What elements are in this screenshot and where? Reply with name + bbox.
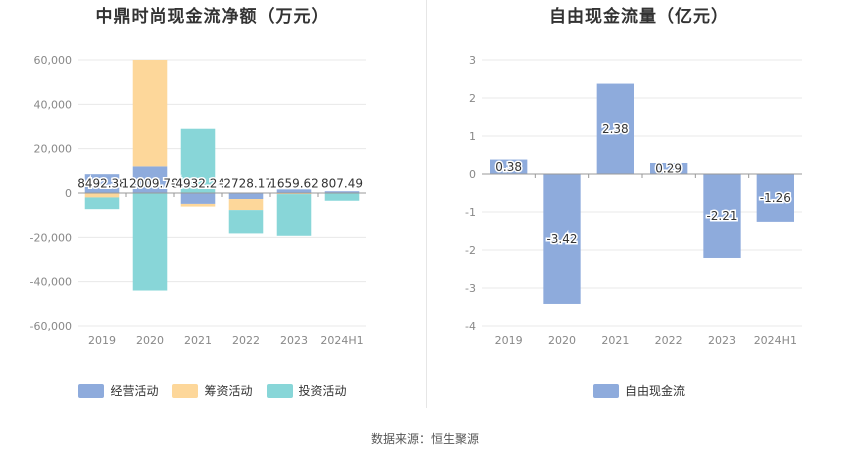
right-bar-2020-s0 bbox=[543, 174, 581, 304]
left-x-tick-label: 2024H1 bbox=[320, 334, 363, 347]
right-chart-panel: 自由现金流量（亿元） -4 -3 -2 -1 0 1 2 3 2019 2020 2021 2022 2… bbox=[428, 0, 850, 410]
left-bar-2024H1-s2 bbox=[324, 193, 360, 201]
right-chart-legend: 自由现金流 bbox=[428, 382, 850, 399]
right-x-tick-label: 2019 bbox=[495, 334, 523, 347]
left-bar-2023-s0 bbox=[276, 189, 312, 193]
right-chart-title: 自由现金流量（亿元） bbox=[549, 7, 729, 27]
left-x-tick-label: 2020 bbox=[136, 334, 164, 347]
right-legend-swatch bbox=[592, 383, 619, 398]
right-y-tick-label: -2 bbox=[465, 244, 476, 257]
left-chart-legend: 经营活动 筹资活动 投资活动 bbox=[0, 382, 425, 399]
left-data-label: 807.49 bbox=[321, 176, 363, 190]
right-y-tick-label: 0 bbox=[469, 168, 476, 181]
left-legend-swatch bbox=[266, 383, 293, 398]
right-y-tick-label: -4 bbox=[465, 320, 476, 333]
left-data-label: 12009.78 bbox=[121, 176, 178, 190]
left-chart-panel: 中鼎时尚现金流净额（万元） -60,000 -40,000 -20,000 0 20,0… bbox=[0, 0, 425, 410]
left-bar-2022-s2 bbox=[228, 210, 264, 234]
left-legend-label: 筹资活动 bbox=[204, 384, 253, 398]
panel-divider bbox=[426, 0, 427, 408]
left-data-label: -4932.24 bbox=[171, 176, 225, 190]
right-y-tick-label: -1 bbox=[465, 206, 476, 219]
left-y-tick-label: 20,000 bbox=[34, 143, 73, 156]
left-bar-2019-s2 bbox=[84, 197, 120, 210]
right-chart-plot: -4 -3 -2 -1 0 1 2 3 2019 2020 2021 2022 2023 2024H1 0.… bbox=[465, 54, 802, 347]
left-bar-2021-s1 bbox=[180, 203, 216, 207]
left-data-label: -2728.17 bbox=[219, 176, 273, 190]
left-legend-item[interactable]: 筹资活动 bbox=[172, 382, 253, 399]
left-data-label: 8492.38 bbox=[77, 176, 127, 190]
left-bar-2019-s1 bbox=[84, 193, 120, 198]
right-data-label: 0.29 bbox=[655, 161, 682, 175]
right-data-label: 2.38 bbox=[602, 122, 629, 136]
right-legend-label: 自由现金流 bbox=[624, 384, 685, 398]
left-y-tick-label: -40,000 bbox=[30, 276, 72, 289]
left-x-tick-label: 2022 bbox=[232, 334, 260, 347]
right-x-tick-label: 2021 bbox=[601, 334, 629, 347]
right-bar-2021-s0 bbox=[596, 83, 634, 174]
right-y-tick-label: 2 bbox=[469, 92, 476, 105]
left-y-tick-label: 60,000 bbox=[34, 54, 73, 67]
left-bar-2020-s2 bbox=[132, 193, 168, 291]
left-legend-item[interactable]: 投资活动 bbox=[266, 382, 347, 399]
left-bar-2022-s0 bbox=[228, 193, 264, 200]
right-data-label: -1.26 bbox=[760, 191, 791, 205]
left-y-tick-label: -20,000 bbox=[30, 231, 72, 244]
left-bar-2021-s2 bbox=[180, 128, 216, 193]
right-bar-2019-s0 bbox=[490, 159, 528, 174]
left-legend-swatch bbox=[78, 383, 105, 398]
data-source-note: 数据来源：恒生聚源 bbox=[370, 432, 479, 446]
right-x-tick-label: 2020 bbox=[548, 334, 576, 347]
left-legend-item[interactable]: 经营活动 bbox=[78, 382, 158, 399]
left-legend-label: 投资活动 bbox=[298, 384, 347, 398]
right-x-tick-label: 2022 bbox=[655, 334, 683, 347]
left-y-tick-label: -60,000 bbox=[30, 320, 72, 333]
left-chart-title: 中鼎时尚现金流净额（万元） bbox=[95, 7, 330, 27]
right-data-label: 0.38 bbox=[495, 160, 522, 174]
right-x-tick-label: 2024H1 bbox=[754, 334, 797, 347]
left-chart-plot: -60,000 -40,000 -20,000 0 20,000 40,000 60,000… bbox=[30, 54, 366, 347]
left-bar-2023-s1 bbox=[276, 193, 312, 195]
left-data-label: 1659.62 bbox=[269, 176, 319, 190]
left-bar-2024H1-s0 bbox=[324, 191, 360, 193]
right-data-label: -2.21 bbox=[706, 209, 737, 223]
right-y-tick-label: 3 bbox=[469, 54, 476, 67]
left-x-tick-label: 2019 bbox=[88, 334, 116, 347]
right-legend-item[interactable]: 自由现金流 bbox=[592, 382, 685, 399]
right-data-label: -3.42 bbox=[546, 232, 577, 246]
right-x-tick-label: 2023 bbox=[708, 334, 736, 347]
left-bar-2020-s1 bbox=[132, 59, 168, 167]
right-bar-2023-s0 bbox=[703, 174, 741, 258]
right-bar-2024H1-s0 bbox=[756, 174, 794, 222]
left-x-tick-label: 2023 bbox=[280, 334, 308, 347]
left-bar-2021-s0 bbox=[180, 193, 216, 204]
right-y-tick-label: 1 bbox=[469, 130, 476, 143]
left-y-tick-label: 40,000 bbox=[34, 98, 73, 111]
right-y-tick-label: -3 bbox=[465, 282, 476, 295]
right-bar-2022-s0 bbox=[650, 162, 688, 174]
left-y-tick-label: 0 bbox=[65, 187, 72, 200]
left-bar-2020-s0 bbox=[132, 166, 168, 193]
left-bar-2019-s0 bbox=[84, 174, 120, 193]
left-legend-swatch bbox=[172, 383, 199, 398]
left-bar-2023-s2 bbox=[276, 194, 312, 236]
left-legend-label: 经营活动 bbox=[110, 384, 159, 398]
left-x-tick-label: 2021 bbox=[184, 334, 212, 347]
left-bar-2022-s1 bbox=[228, 199, 264, 211]
